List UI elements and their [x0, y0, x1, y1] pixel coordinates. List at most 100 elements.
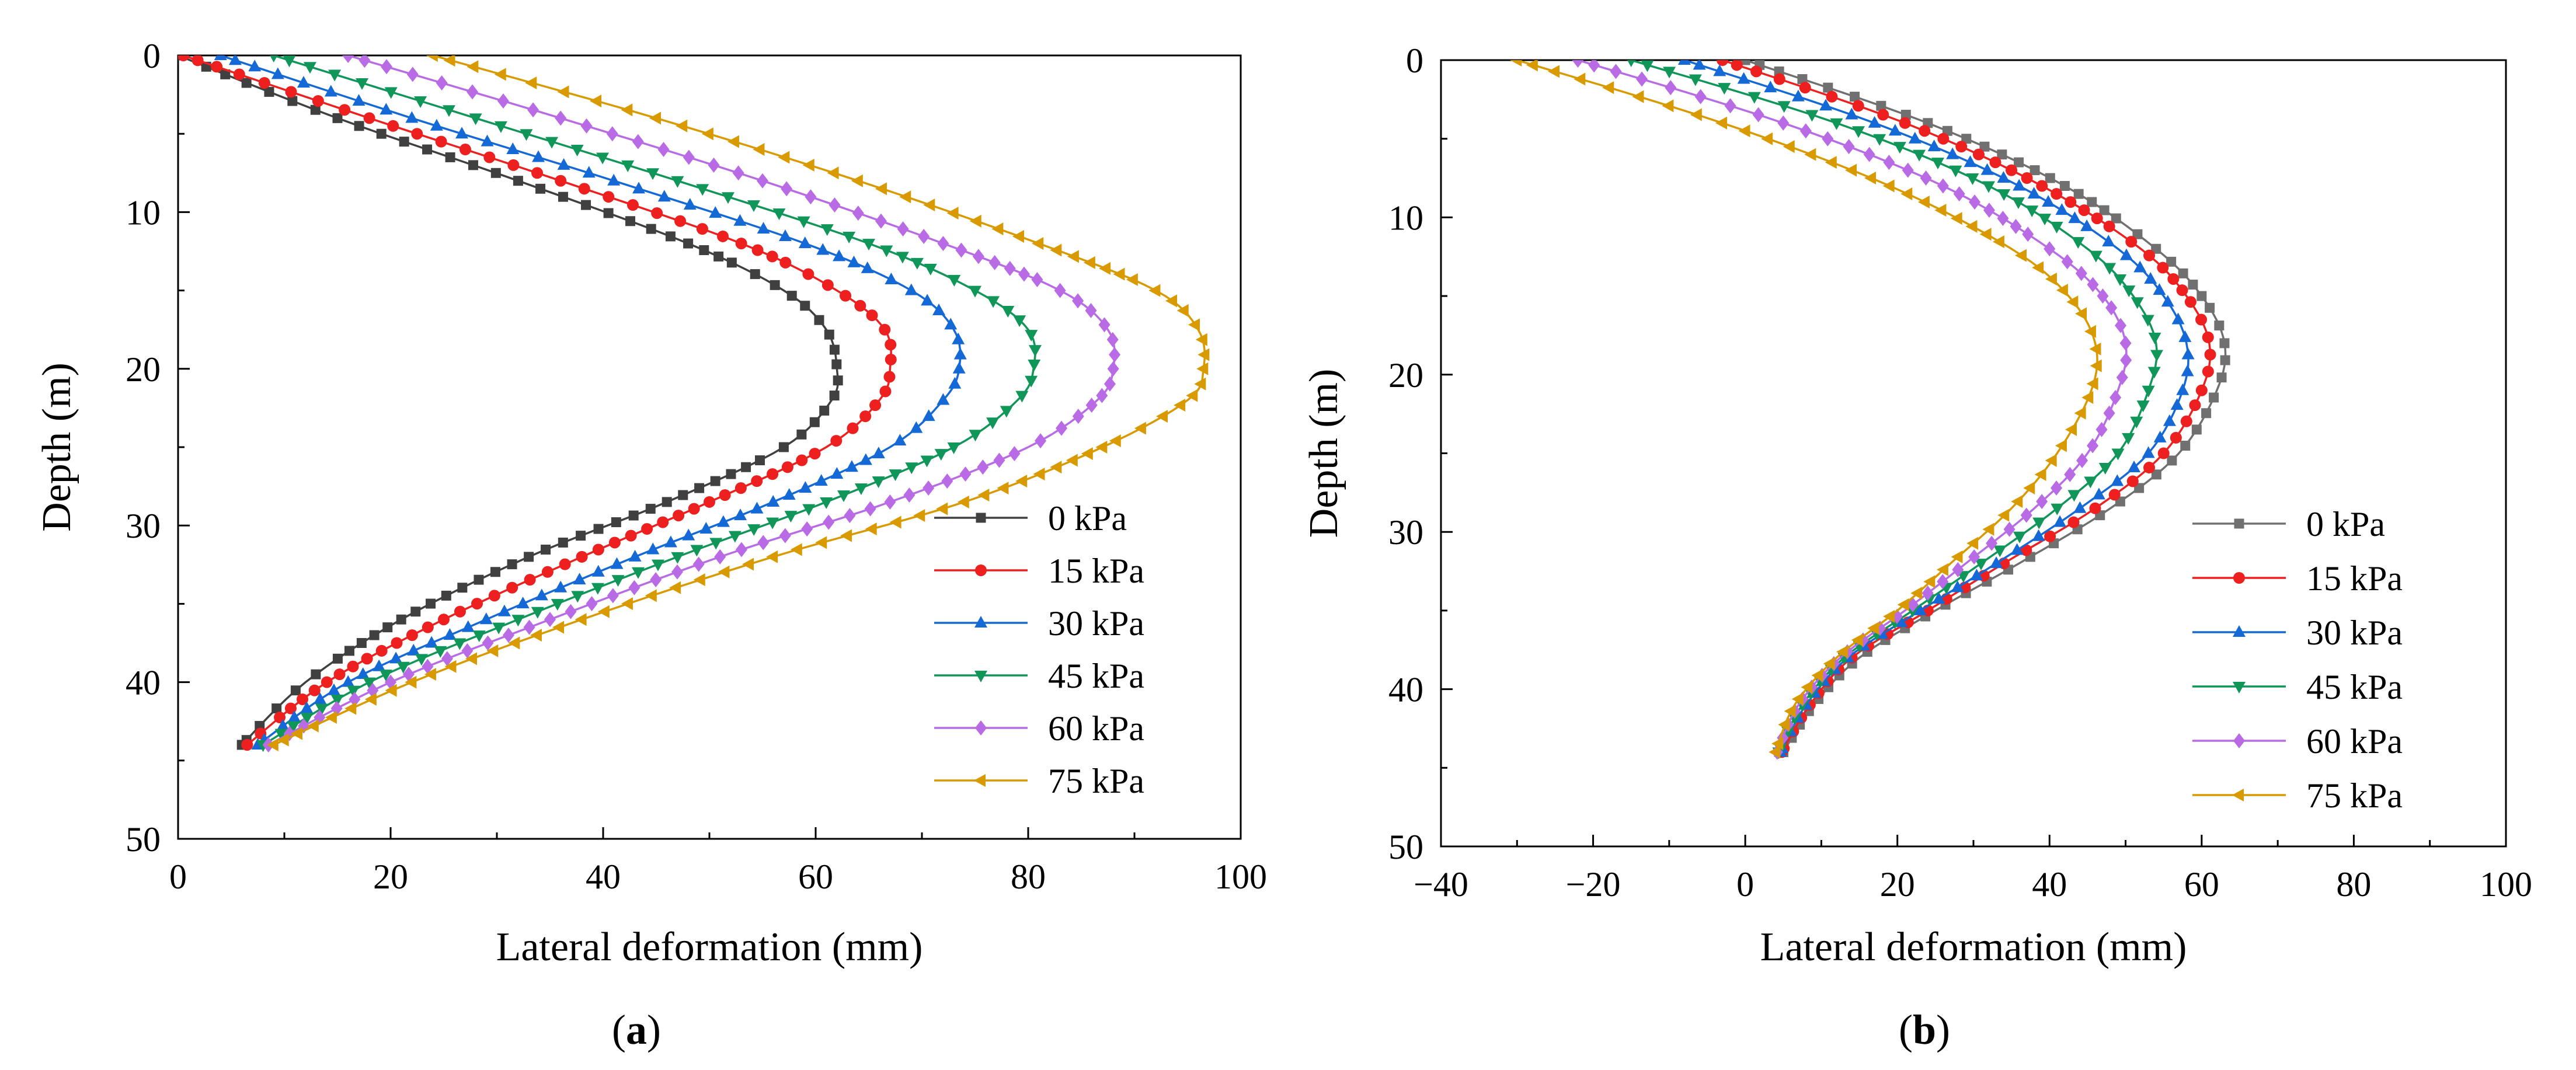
- b-data-point: [2010, 543, 2024, 555]
- a-data-point: [829, 391, 840, 401]
- b-data-point: [2013, 179, 2026, 191]
- a-data-point: [578, 183, 590, 195]
- b-data-point: [1836, 645, 1849, 658]
- a-data-point: [1096, 388, 1108, 403]
- a-data-point: [1126, 273, 1138, 287]
- a-data-point: [1028, 360, 1041, 372]
- a-data-point: [802, 268, 814, 280]
- b-data-point: [1797, 74, 1808, 85]
- a-data-point: [757, 173, 768, 189]
- a-data-point: [581, 200, 591, 210]
- b-y-tick-label: 40: [1388, 671, 1423, 709]
- a-data-point: [608, 536, 621, 549]
- a-data-point: [896, 252, 909, 264]
- a-data-point: [628, 580, 640, 595]
- b-data-point: [2167, 273, 2180, 285]
- b-data-point: [2090, 359, 2102, 372]
- a-legend-label: 75 kPa: [1048, 762, 1144, 800]
- b-data-point: [1873, 134, 1886, 146]
- a-data-point: [516, 597, 530, 609]
- a-data-point: [798, 236, 812, 249]
- a-data-point: [747, 524, 761, 536]
- a-data-point: [274, 729, 288, 741]
- b-data-point: [2142, 385, 2155, 398]
- b-data-point: [1927, 140, 1941, 152]
- a-data-point: [641, 523, 653, 535]
- b-data-point: [2161, 295, 2174, 307]
- b-data-point: [1966, 173, 1979, 186]
- b-data-point: [1867, 622, 1879, 635]
- b-data-point: [1972, 148, 1985, 161]
- b-data-point: [2141, 315, 2154, 327]
- b-data-point: [2051, 503, 2064, 515]
- a-y-tick-label: 10: [126, 193, 161, 232]
- b-data-point: [1900, 110, 1911, 120]
- a-data-point: [284, 702, 297, 715]
- a-data-point: [1113, 267, 1125, 281]
- b-x-tick-label: 40: [2032, 865, 2067, 904]
- a-data-point: [339, 104, 351, 116]
- b-data-point: [1997, 211, 2009, 226]
- b-data-point: [2011, 197, 2025, 210]
- a-data-point: [969, 430, 982, 442]
- a-data-point: [506, 142, 520, 155]
- b-data-point: [2125, 236, 2138, 248]
- b-data-point: [2115, 318, 2127, 333]
- a-data-point: [258, 76, 270, 89]
- b-data-point: [2111, 474, 2124, 486]
- a-data-point: [405, 111, 419, 123]
- a-data-point: [558, 537, 568, 548]
- b-data-point: [2059, 181, 2070, 191]
- b-data-point: [2184, 296, 2196, 308]
- a-data-point: [920, 455, 934, 468]
- a-data-point: [611, 517, 621, 528]
- a-legend-label: 15 kPa: [1048, 552, 1144, 590]
- b-data-point: [2011, 495, 2023, 508]
- a-x-tick-label: 100: [1214, 858, 1267, 896]
- a-data-point: [492, 622, 506, 635]
- a-data-point: [657, 190, 671, 202]
- a-data-point: [664, 535, 677, 548]
- a-data-point: [535, 183, 546, 194]
- a-data-point: [1050, 461, 1062, 474]
- b-data-point: [2081, 391, 2094, 405]
- b-data-point: [2084, 325, 2096, 338]
- b-legend-label: 30 kPa: [2306, 614, 2403, 652]
- a-data-point: [918, 228, 930, 244]
- b-data-point: [1908, 131, 1921, 144]
- a-data-point: [361, 653, 373, 665]
- b-data-point: [1830, 118, 1843, 130]
- b-data-point: [1913, 603, 1927, 615]
- b-data-point: [2143, 249, 2156, 262]
- a-data-point: [1072, 409, 1084, 424]
- b-data-point: [2032, 261, 2044, 274]
- b-data-point: [1966, 536, 1979, 550]
- a-data-point: [494, 121, 507, 133]
- a-data-point: [1198, 348, 1210, 361]
- a-data-point: [369, 630, 380, 640]
- b-data-point: [2195, 384, 2208, 396]
- b-data-point: [1724, 98, 1736, 114]
- b-data-point: [2067, 516, 2080, 528]
- a-data-point: [840, 290, 852, 302]
- b-data-point: [1921, 585, 1934, 601]
- a-data-point: [481, 134, 494, 147]
- panel-a-chart: 0 20 40 60 80 100 0 10 20 30 40 50 Lateral deformati…: [34, 37, 1267, 970]
- b-data-point: [1677, 60, 1691, 65]
- a-x-tick-label: 20: [373, 858, 408, 896]
- a-data-point: [241, 78, 252, 88]
- b-data-point: [1689, 74, 1702, 86]
- a-legend-label: 45 kPa: [1048, 657, 1144, 695]
- b-data-point: [1851, 633, 1863, 647]
- b-data-point: [2065, 196, 2077, 208]
- a-data-point: [283, 55, 296, 68]
- a-data-point: [461, 643, 474, 658]
- a-data-point: [1000, 406, 1013, 418]
- b-data-point: [2080, 219, 2094, 231]
- a-data-point: [937, 236, 949, 252]
- a-data-point: [923, 480, 935, 496]
- b-data-point: [1694, 89, 1707, 104]
- a-data-point: [747, 200, 760, 212]
- a-data-point: [741, 462, 751, 472]
- b-data-point: [2036, 180, 2048, 192]
